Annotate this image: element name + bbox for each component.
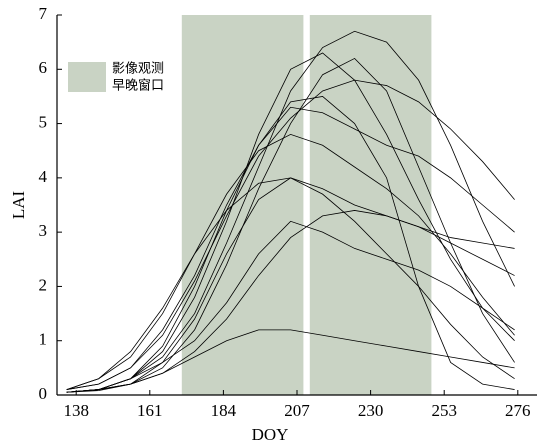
lai-curve xyxy=(66,30,515,393)
y-tick-label: 6 xyxy=(39,58,48,77)
y-tick-label: 3 xyxy=(39,221,48,240)
x-tick-label: 253 xyxy=(431,401,457,420)
legend-swatch xyxy=(68,62,106,92)
y-tick-label: 1 xyxy=(39,330,48,349)
lai-curve xyxy=(66,177,515,390)
x-tick-label: 161 xyxy=(137,401,163,420)
lai-curve xyxy=(66,210,515,393)
x-tick-label: 276 xyxy=(505,401,531,420)
x-tick-label: 184 xyxy=(211,401,237,420)
y-tick-label: 5 xyxy=(39,112,48,131)
lai-curve xyxy=(66,79,515,390)
lai-curve xyxy=(66,96,515,393)
lai-curve xyxy=(66,52,515,393)
lai-curve xyxy=(66,220,515,393)
legend-label: 影像观测 xyxy=(112,62,164,77)
x-tick-label: 207 xyxy=(284,401,310,420)
lai-curve xyxy=(66,133,515,390)
legend-label: 早晚窗口 xyxy=(112,78,164,94)
y-tick-label: 4 xyxy=(39,167,48,186)
y-tick-label: 2 xyxy=(39,275,48,294)
x-axis-title: DOY xyxy=(252,425,289,444)
y-tick-label: 0 xyxy=(39,384,48,403)
x-tick-label: 230 xyxy=(358,401,384,420)
lai-curve xyxy=(66,57,515,393)
lai-curve xyxy=(66,106,515,390)
y-axis-title: LAI xyxy=(9,191,28,220)
x-tick-label: 138 xyxy=(63,401,89,420)
y-tick-label: 7 xyxy=(39,4,48,23)
observation-window xyxy=(309,15,432,395)
